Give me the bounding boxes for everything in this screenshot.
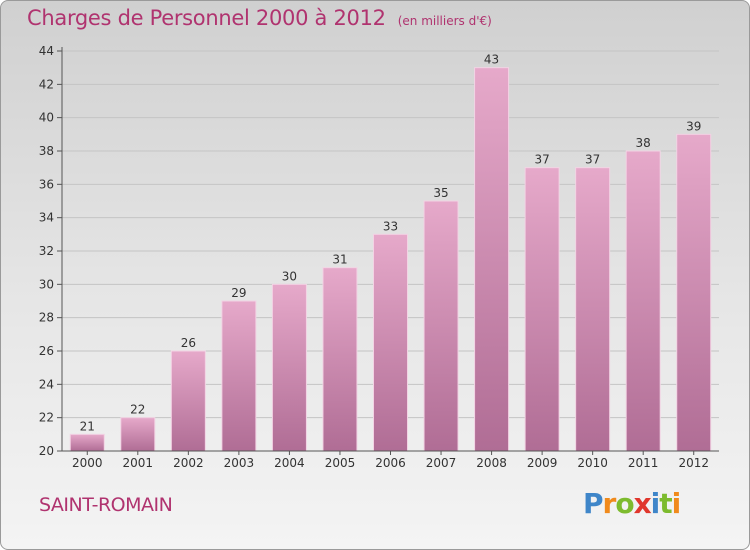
- logo-letter: o: [615, 487, 634, 520]
- x-tick-label: 2008: [476, 456, 507, 470]
- logo-letter: r: [602, 487, 617, 520]
- x-tick-label: 2009: [527, 456, 558, 470]
- bar-2010: [575, 167, 611, 452]
- data-label: 39: [686, 119, 701, 133]
- data-label: 43: [484, 53, 499, 67]
- y-tick-label: 20: [39, 444, 54, 458]
- y-tick-label: 26: [39, 344, 54, 358]
- x-tick-label: 2006: [375, 456, 406, 470]
- data-label: 38: [636, 136, 651, 150]
- bar-2001: [120, 417, 156, 452]
- y-tick-label: 36: [39, 177, 54, 191]
- bar-2004: [271, 283, 307, 452]
- x-tick-label: 2002: [173, 456, 204, 470]
- x-tick-label: 2011: [628, 456, 659, 470]
- bars: 21 22 26 29 30 31 33 35 43 37 37 38 39: [69, 53, 712, 452]
- bar-2008: [474, 67, 510, 452]
- data-label: 30: [282, 269, 297, 283]
- y-tick-label: 30: [39, 277, 54, 291]
- axes: 20 22 24 26 28 30 32 34 36 38 40 42 44 2000 2001 2002 20…: [39, 44, 719, 470]
- y-tick-label: 24: [39, 377, 54, 391]
- bar-2005: [322, 267, 358, 452]
- bar-2011: [625, 150, 661, 452]
- data-label: 37: [585, 153, 600, 167]
- bar-2000: [69, 433, 105, 452]
- data-label: 37: [534, 153, 549, 167]
- data-label: 21: [80, 419, 95, 433]
- bar-2009: [524, 167, 560, 452]
- y-tick-label: 38: [39, 144, 54, 158]
- chart-title: Charges de Personnel 2000 à 2012 (en mill…: [27, 6, 492, 30]
- chart-title-text: Charges de Personnel 2000 à 2012: [27, 6, 386, 30]
- data-label: 33: [383, 219, 398, 233]
- y-tick-label: 44: [39, 44, 54, 58]
- x-tick-label: 2010: [577, 456, 608, 470]
- x-tick-label: 2000: [72, 456, 103, 470]
- data-label: 31: [332, 253, 347, 267]
- bar-2003: [221, 300, 257, 452]
- y-tick-label: 42: [39, 77, 54, 91]
- chart-subtitle: (en milliers d'€): [397, 14, 492, 28]
- y-tick-label: 32: [39, 244, 54, 258]
- data-label: 29: [231, 286, 246, 300]
- x-tick-label: 2005: [325, 456, 356, 470]
- x-tick-label: 2007: [426, 456, 457, 470]
- logo-letter: i: [650, 487, 661, 520]
- data-label: 26: [181, 336, 196, 350]
- x-tick-label: 2012: [678, 456, 709, 470]
- x-tick-label: 2004: [274, 456, 305, 470]
- y-tick-label: 28: [39, 311, 54, 325]
- logo-letter: P: [583, 487, 604, 520]
- x-tick-label: 2003: [224, 456, 255, 470]
- commune-name: SAINT-ROMAIN: [39, 494, 173, 516]
- data-label: 22: [130, 403, 145, 417]
- bar-2006: [373, 233, 408, 452]
- logo-letter: t: [659, 487, 672, 520]
- proxiti-logo[interactable]: Proxiti: [583, 487, 682, 520]
- y-tick-label: 22: [39, 411, 54, 425]
- y-tick-label: 34: [39, 211, 54, 225]
- y-tick-label: 40: [39, 111, 54, 125]
- bar-2012: [676, 133, 712, 452]
- bar-2007: [423, 200, 459, 452]
- logo-letter: x: [633, 487, 652, 520]
- data-label: 35: [433, 186, 448, 200]
- x-tick-label: 2001: [123, 456, 154, 470]
- logo-letter: i: [671, 487, 682, 520]
- bar-2002: [170, 350, 206, 452]
